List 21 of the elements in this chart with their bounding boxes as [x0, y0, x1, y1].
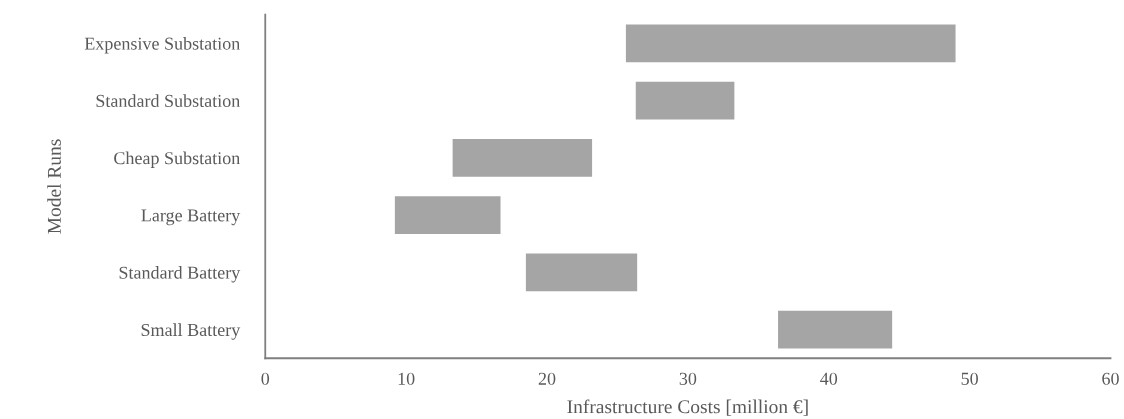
- x-tick-label: 20: [538, 372, 556, 385]
- bar: [625, 24, 956, 63]
- x-tick-label: 0: [261, 372, 270, 385]
- y-tick-label: Cheap Substation: [114, 151, 240, 168]
- y-tick-label: Large Battery: [141, 209, 241, 226]
- x-tick-label: 50: [961, 372, 978, 385]
- bar: [635, 81, 735, 120]
- bar: [778, 310, 893, 349]
- x-tick-label: 30: [679, 372, 697, 385]
- y-tick-label: Expensive Substation: [84, 37, 240, 54]
- y-tick-label: Standard Substation: [96, 94, 240, 107]
- y-tick-label: Standard Battery: [119, 266, 241, 283]
- x-axis-title: Infrastructure Costs [million €]: [567, 399, 808, 416]
- bar: [394, 196, 501, 234]
- bar: [525, 253, 638, 292]
- x-tick-label: 60: [1102, 372, 1119, 385]
- x-tick-label: 10: [398, 372, 415, 385]
- bar: [452, 138, 593, 177]
- y-tick-label: Small Battery: [141, 323, 241, 340]
- y-axis-title: Model Runs: [47, 139, 61, 234]
- x-tick-label: 40: [820, 372, 838, 385]
